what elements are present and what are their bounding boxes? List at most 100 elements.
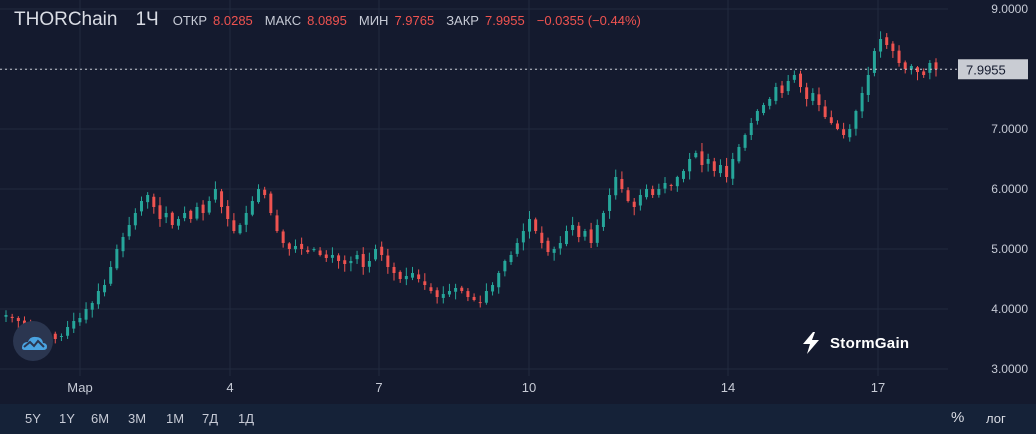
candle-body xyxy=(257,189,261,203)
stormgain-logo-button[interactable] xyxy=(13,321,53,361)
candle-body xyxy=(632,201,636,207)
candle-body xyxy=(577,225,581,237)
y-tick-label: 6.0000 xyxy=(991,182,1028,196)
candle-body xyxy=(4,315,8,317)
candle-body xyxy=(429,287,433,291)
candle-body xyxy=(608,195,612,211)
candle-body xyxy=(780,85,784,93)
last-price-tag: 7.9955 xyxy=(958,59,1028,80)
candle-body xyxy=(244,213,248,225)
candle-body xyxy=(410,273,414,278)
candle-body xyxy=(614,177,618,196)
candle-body xyxy=(509,255,513,263)
candle-body xyxy=(872,51,876,73)
candle-body xyxy=(454,288,458,292)
timeframe-1d[interactable]: 1Д xyxy=(238,411,255,426)
candle-body xyxy=(232,220,236,231)
candle-body xyxy=(66,327,70,336)
candle-body xyxy=(546,240,550,252)
candle-body xyxy=(139,201,143,212)
timeframe-7d[interactable]: 7Д xyxy=(202,411,219,426)
candle-body xyxy=(367,261,371,267)
timeframe-5y[interactable]: 5Y xyxy=(25,411,41,426)
candle-body xyxy=(534,219,538,231)
candle-body xyxy=(207,201,211,213)
candle-body xyxy=(115,249,119,269)
timeframe-1m[interactable]: 1M xyxy=(166,411,185,426)
watermark: StormGain xyxy=(800,331,909,355)
candle-body xyxy=(601,213,605,227)
candlestick-chart[interactable]: 3.00004.00005.00006.00007.00008.00009.00… xyxy=(0,0,1036,404)
grid-lines xyxy=(0,0,948,376)
high-value: 8.0895 xyxy=(307,13,347,28)
candle-body xyxy=(96,291,100,305)
candle-body xyxy=(743,135,747,148)
timeframe-6m[interactable]: 6M xyxy=(91,411,110,426)
percent-scale-button[interactable]: % xyxy=(951,409,965,426)
candle-body xyxy=(10,316,14,318)
candle-body xyxy=(318,250,322,255)
candle-body xyxy=(386,255,390,267)
candle-body xyxy=(220,191,224,207)
candle-body xyxy=(909,66,913,70)
candle-body xyxy=(183,213,187,219)
high-label: МАКС xyxy=(264,13,302,28)
candle-body xyxy=(484,291,488,303)
candle-body xyxy=(595,225,599,243)
candle-body xyxy=(275,215,279,231)
candle-body xyxy=(380,246,384,255)
candle-body xyxy=(515,243,519,254)
candle-body xyxy=(521,231,525,243)
candle-body xyxy=(718,165,722,174)
y-tick-label: 9.0000 xyxy=(991,2,1028,16)
candle-body xyxy=(349,261,353,264)
candle-body xyxy=(355,255,359,260)
candle-body xyxy=(466,291,470,297)
candle-body xyxy=(731,159,735,179)
candle-body xyxy=(324,254,328,258)
timeframe-3m[interactable]: 3M xyxy=(128,411,147,426)
chart-header: THORChain 1Ч ОТКР 8.0285 МАКС 8.0895 МИН… xyxy=(14,9,647,31)
candles xyxy=(4,31,938,344)
candle-body xyxy=(263,189,267,195)
candle-body xyxy=(755,111,759,121)
candle-body xyxy=(669,184,673,186)
y-tick-label: 5.0000 xyxy=(991,242,1028,256)
cloud-icon xyxy=(22,336,47,350)
log-scale-button[interactable]: лог xyxy=(986,411,1006,426)
symbol-name[interactable]: THORChain xyxy=(14,9,118,30)
candle-body xyxy=(127,225,131,237)
candle-body xyxy=(374,249,378,260)
candle-body xyxy=(897,50,901,63)
candle-body xyxy=(447,291,451,295)
candle-body xyxy=(626,190,630,201)
candle-body xyxy=(700,151,704,165)
candle-body xyxy=(799,73,803,87)
candle-body xyxy=(300,243,304,249)
bottom-toolbar: 5Y 1Y 6M 3M 1M 7Д 1Д % лог xyxy=(0,404,1036,434)
candle-body xyxy=(491,285,495,292)
candle-body xyxy=(398,271,402,279)
candle-body xyxy=(712,161,716,171)
timeframe-1y[interactable]: 1Y xyxy=(59,411,75,426)
candle-body xyxy=(805,87,809,99)
candle-body xyxy=(854,111,858,129)
low-label: МИН xyxy=(358,13,389,28)
candle-body xyxy=(811,93,815,101)
candle-body xyxy=(583,231,587,237)
candle-body xyxy=(306,250,310,252)
candle-body xyxy=(164,213,168,218)
candle-body xyxy=(725,165,729,177)
candle-body xyxy=(170,212,174,225)
x-tick-label: 7 xyxy=(375,380,382,395)
candle-body xyxy=(817,94,821,105)
candle-body xyxy=(361,254,365,267)
candle-body xyxy=(478,302,482,304)
interval-label[interactable]: 1Ч xyxy=(135,9,159,30)
candle-body xyxy=(152,196,156,207)
candle-body xyxy=(657,189,661,195)
candle-body xyxy=(59,336,63,337)
candle-body xyxy=(146,195,150,203)
candle-body xyxy=(564,231,568,245)
candle-body xyxy=(879,39,883,52)
